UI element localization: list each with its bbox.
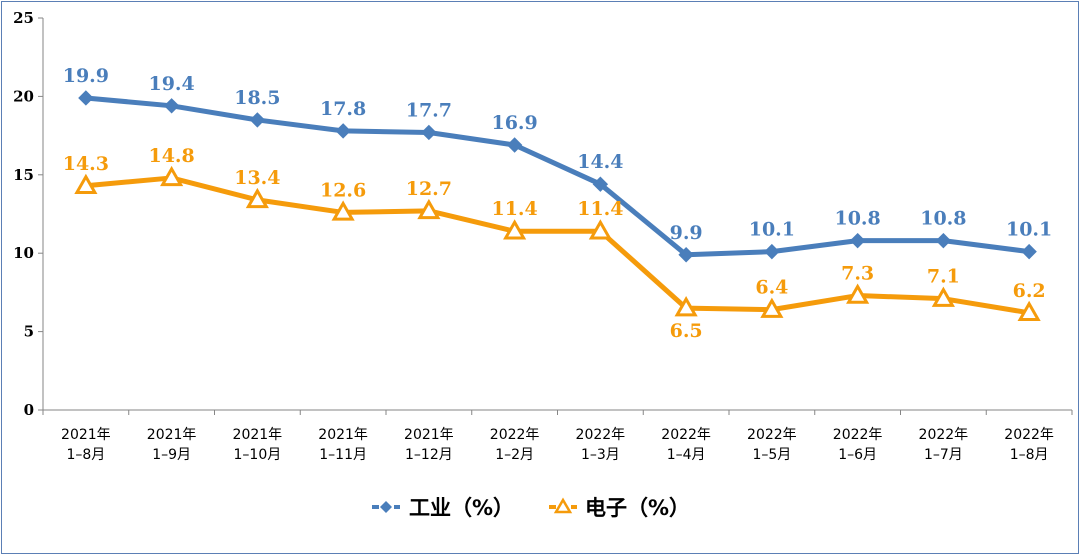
- x-tick-label: 1–3月: [581, 447, 620, 463]
- data-label: 17.8: [320, 98, 366, 120]
- legend-label: 电子（%）: [585, 496, 690, 520]
- x-tick-label: 1–12月: [405, 447, 453, 463]
- x-tick-label: 2021年: [233, 427, 283, 443]
- data-label: 11.4: [577, 198, 623, 220]
- diamond-marker: [678, 247, 694, 263]
- axes: 0 5 10 15 20 25 2021年 1–8月 2021年 1–9月 2021年 1–10月 20…: [13, 9, 1073, 463]
- legend-label: 工业（%）: [409, 496, 514, 520]
- y-tick-label: 25: [13, 9, 34, 27]
- x-tick-label: 2022年: [490, 427, 540, 443]
- x-tick-label: 2021年: [404, 427, 454, 443]
- series-line-industry: [83, 95, 1032, 258]
- data-label: 12.6: [320, 179, 366, 201]
- x-tick-label: 2022年: [833, 427, 883, 443]
- x-tick-label: 1–8月: [66, 447, 105, 463]
- x-tick-label: 1–10月: [234, 447, 282, 463]
- data-label: 10.1: [749, 219, 795, 241]
- data-label: 11.4: [491, 198, 537, 220]
- diamond-marker: [78, 90, 94, 106]
- x-tick-label: 1–7月: [924, 447, 963, 463]
- x-tick-label: 1–11月: [319, 447, 367, 463]
- y-tick-label: 20: [13, 87, 34, 105]
- x-tick-label: 2022年: [919, 427, 969, 443]
- data-label: 14.4: [577, 151, 623, 173]
- diamond-marker: [421, 124, 437, 141]
- triangle-marker: [417, 198, 441, 220]
- y-tick-label: 0: [24, 401, 34, 419]
- x-tick-label: 2022年: [661, 427, 711, 443]
- x-tick-label: 2022年: [747, 427, 797, 443]
- data-label: 7.3: [841, 263, 874, 285]
- diamond-marker: [163, 98, 180, 114]
- x-tick-label: 2021年: [318, 427, 368, 443]
- series-group: [74, 90, 1041, 322]
- data-label: 18.5: [234, 87, 280, 109]
- data-label: 13.4: [234, 167, 280, 189]
- triangle-marker: [846, 283, 870, 304]
- data-label: 10.8: [920, 208, 966, 230]
- x-tick-label: 1–8月: [1010, 447, 1049, 463]
- data-label: 10.8: [834, 208, 880, 230]
- legend-triangle-icon: [553, 497, 573, 514]
- x-tick-label: 2022年: [576, 427, 626, 443]
- triangle-marker: [245, 187, 269, 209]
- data-label: 12.7: [406, 178, 452, 200]
- data-label: 9.9: [670, 222, 703, 244]
- triangle-marker: [74, 173, 98, 195]
- triangle-marker: [160, 165, 184, 187]
- x-tick-label: 1–6月: [838, 447, 877, 463]
- diamond-marker: [335, 123, 351, 139]
- data-label: 19.9: [63, 65, 109, 87]
- data-label: 7.1: [927, 266, 960, 288]
- diamond-marker: [935, 232, 952, 249]
- data-label: 6.2: [1013, 280, 1046, 302]
- legend-diamond-icon: [380, 501, 392, 513]
- y-tick-label: 15: [13, 166, 34, 184]
- triangle-marker: [1017, 300, 1041, 322]
- data-label: 17.7: [406, 99, 452, 121]
- legend: 工业（%） 电子（%）: [372, 496, 690, 520]
- data-label: 6.5: [670, 320, 703, 342]
- data-label: 19.4: [148, 73, 194, 95]
- triangle-marker: [503, 219, 527, 240]
- triangle-marker: [760, 297, 784, 318]
- data-label: 14.8: [148, 145, 194, 167]
- series-line-electronics: [83, 175, 1032, 316]
- data-label: 14.3: [63, 153, 109, 175]
- data-labels: 19.9 19.4 18.5 17.8 17.7 16.9 14.4 9.9 10.1 10.8 1…: [63, 65, 1053, 342]
- triangle-marker: [331, 200, 355, 221]
- data-label: 6.4: [755, 277, 788, 299]
- x-tick-label: 2021年: [147, 427, 197, 443]
- diamond-marker: [506, 137, 523, 153]
- data-label: 16.9: [491, 112, 537, 134]
- x-tick-label: 2021年: [61, 427, 111, 443]
- x-tick-label: 1–9月: [152, 447, 191, 463]
- triangle-marker: [931, 286, 955, 307]
- y-tick-label: 5: [24, 323, 34, 341]
- x-tick-label: 1–5月: [752, 447, 791, 463]
- triangle-marker: [674, 296, 698, 317]
- diamond-marker: [764, 243, 780, 260]
- x-tick-label: 1–4月: [667, 447, 706, 463]
- data-label: 10.1: [1006, 219, 1052, 241]
- diamond-marker: [592, 176, 609, 192]
- diamond-marker: [1021, 243, 1037, 260]
- x-tick-label: 2022年: [1004, 427, 1054, 443]
- x-tick-label: 1–2月: [495, 447, 534, 463]
- triangle-marker: [588, 219, 612, 240]
- y-tick-label: 10: [13, 244, 34, 262]
- diamond-marker: [249, 112, 266, 128]
- diamond-marker: [849, 232, 866, 249]
